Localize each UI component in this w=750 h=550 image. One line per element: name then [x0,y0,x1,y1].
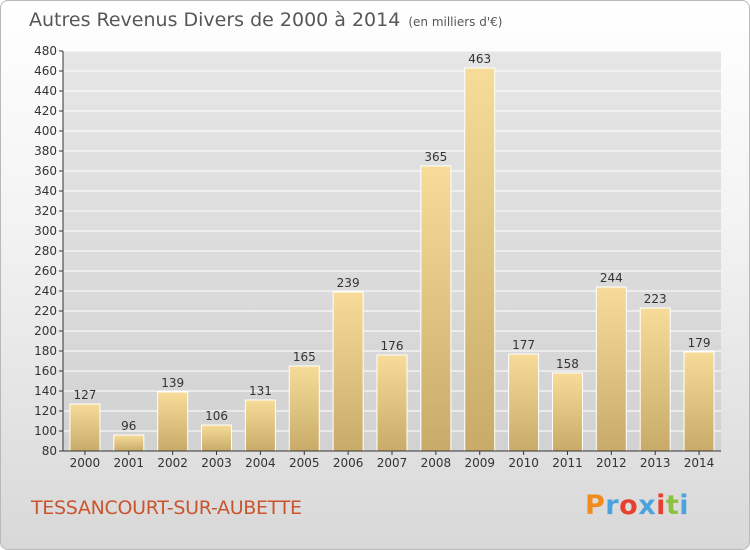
data-label: 239 [337,276,360,290]
bar [551,372,583,452]
chart-title-text: Autres Revenus Divers de 2000 à 2014 [29,9,401,31]
place-name: TESSANCOURT-SUR-AUBETTE [31,497,302,519]
x-tick-label: 2006 [333,456,364,470]
data-label: 139 [161,376,184,390]
proxiti-logo: Proxiti [585,490,689,521]
data-label: 177 [512,338,535,352]
x-tick-label: 2014 [684,456,715,470]
x-tick-label: 2000 [70,456,101,470]
bar [595,286,627,452]
x-tick-label: 2010 [508,456,539,470]
y-tick-label: 420 [34,104,57,118]
x-tick-label: 2005 [289,456,320,470]
y-tick-label: 100 [34,424,57,438]
bar [157,391,189,452]
y-tick-label: 80 [42,444,57,458]
y-tick-label: 120 [34,404,57,418]
bar [69,403,101,452]
bar [683,351,715,452]
data-label: 165 [293,350,316,364]
y-tick-label: 160 [34,364,57,378]
bar [639,307,671,452]
logo-letter: i [656,490,666,521]
y-tick-label: 360 [34,164,57,178]
y-tick-label: 200 [34,324,57,338]
y-tick-label: 140 [34,384,57,398]
data-label: 365 [424,150,447,164]
x-tick-label: 2002 [157,456,188,470]
data-label: 176 [381,339,404,353]
logo-letter: i [679,490,690,521]
x-tick-label: 2013 [640,456,671,470]
data-label: 244 [600,271,623,285]
x-tick-label: 2001 [114,456,145,470]
bar [113,434,145,452]
x-tick-label: 2009 [464,456,495,470]
y-tick-label: 380 [34,144,57,158]
bar [464,67,496,452]
bar [332,291,364,452]
data-label: 179 [688,336,711,350]
y-tick-label: 240 [34,284,57,298]
bar [244,399,276,452]
x-tick-label: 2008 [421,456,452,470]
y-tick-label: 260 [34,264,57,278]
logo-letter: o [619,490,639,521]
bar [288,365,320,452]
x-tick-label: 2012 [596,456,627,470]
chart-title: Autres Revenus Divers de 2000 à 2014 (en … [29,9,502,31]
y-tick-label: 220 [34,304,57,318]
chart-unit: (en milliers d'€) [408,15,503,29]
bar [508,353,540,452]
bar [420,165,452,452]
y-tick-label: 440 [34,84,57,98]
data-label: 106 [205,409,228,423]
y-tick-label: 180 [34,344,57,358]
data-label: 127 [73,388,96,402]
bar [376,354,408,452]
y-tick-label: 480 [34,44,57,58]
y-tick-label: 340 [34,184,57,198]
x-tick-label: 2011 [552,456,583,470]
x-tick-label: 2004 [245,456,276,470]
y-tick-label: 320 [34,204,57,218]
y-tick-label: 280 [34,244,57,258]
y-tick-label: 300 [34,224,57,238]
x-tick-label: 2003 [201,456,232,470]
data-label: 96 [121,419,136,433]
logo-letter: x [638,490,657,521]
data-label: 223 [644,292,667,306]
logo-letter: r [605,490,620,521]
logo-letter: P [585,490,606,521]
y-tick-label: 400 [34,124,57,138]
x-tick-label: 2007 [377,456,408,470]
bar [201,424,233,452]
data-label: 131 [249,384,272,398]
data-label: 158 [556,357,579,371]
logo-letter: t [665,490,680,521]
data-label: 463 [468,52,491,66]
y-tick-label: 460 [34,64,57,78]
